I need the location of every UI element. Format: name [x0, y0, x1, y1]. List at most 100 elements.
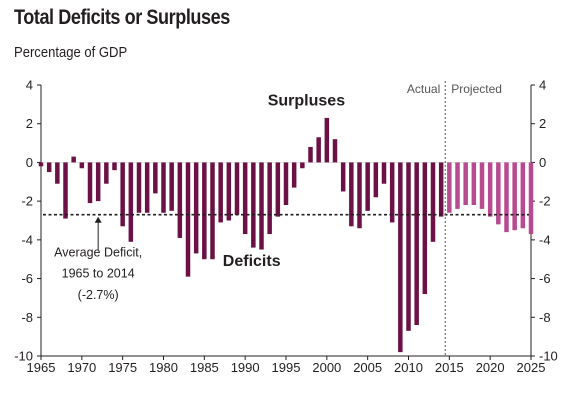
bar-2015	[447, 162, 452, 213]
projected-label: Projected	[451, 82, 502, 96]
bar-1997	[300, 162, 305, 169]
bar-1970	[79, 162, 85, 169]
bar-2017	[463, 162, 468, 206]
bar-2019	[479, 162, 485, 209]
bar-1986	[210, 162, 215, 260]
bar-1990	[242, 162, 248, 235]
x-tick-label: 1975	[108, 360, 137, 375]
x-tick-label: 2020	[476, 360, 505, 375]
bar-1983	[185, 162, 191, 277]
bar-1979	[153, 162, 158, 194]
bar-series	[38, 117, 534, 353]
average-label-line-3: (-2.7%)	[78, 288, 119, 302]
deficits-label: Deficits	[223, 253, 281, 270]
y-tick-label-right: 0	[539, 155, 546, 170]
bar-2024	[520, 162, 526, 229]
bar-2004	[357, 162, 362, 229]
axis-frame	[37, 84, 535, 360]
bar-2016	[455, 162, 460, 209]
x-tick-label: 2005	[353, 360, 382, 375]
y-tick-label-right: -4	[539, 232, 551, 247]
bar-2009	[398, 162, 403, 353]
bar-1994	[275, 162, 281, 217]
bar-2014	[438, 162, 444, 217]
y-tick-label-left: -10	[14, 349, 33, 364]
y-tick-label-right: -6	[539, 271, 551, 286]
bar-2011	[414, 162, 419, 326]
bar-2023	[512, 162, 517, 231]
bar-1978	[144, 162, 150, 213]
bar-1984	[193, 162, 199, 254]
x-tick-label: 1995	[272, 360, 301, 375]
bar-1995	[283, 162, 289, 206]
bar-1975	[120, 162, 125, 227]
y-tick-label-right: 4	[539, 78, 546, 93]
y-axis-label: Percentage of GDP	[14, 45, 128, 61]
bar-1999	[316, 137, 321, 163]
y-tick-label-left: -2	[21, 194, 33, 209]
bar-2010	[406, 162, 411, 331]
bar-1980	[161, 162, 166, 213]
bar-1965	[38, 162, 44, 167]
x-tick-label: 1970	[67, 360, 96, 375]
average-label-line-1: Average Deficit,	[54, 245, 142, 259]
bar-2002	[340, 162, 346, 192]
bar-2020	[487, 162, 493, 217]
actual-label: Actual	[407, 82, 440, 96]
average-pointer-arrow	[94, 216, 102, 223]
x-tick-label: 2000	[312, 360, 341, 375]
bar-1969	[71, 156, 76, 163]
bar-2018	[471, 162, 477, 206]
bar-1974	[112, 162, 117, 171]
bar-1976	[128, 162, 134, 242]
bar-2012	[422, 162, 428, 295]
bar-1973	[104, 162, 109, 184]
bar-1996	[291, 162, 297, 188]
bar-1993	[267, 162, 272, 235]
bar-1982	[177, 162, 183, 238]
x-tick-label: 2025	[517, 360, 546, 375]
y-tick-label-right: 2	[539, 116, 546, 131]
bar-1988	[226, 162, 232, 221]
bar-1998	[308, 146, 313, 163]
bar-1985	[202, 162, 207, 260]
bar-2007	[381, 162, 387, 184]
bar-2025	[528, 162, 534, 235]
bar-1966	[46, 162, 52, 173]
bar-1967	[55, 162, 60, 184]
y-tick-label-left: 0	[26, 155, 33, 170]
y-tick-label-left: -4	[21, 232, 33, 247]
bar-2021	[496, 162, 501, 225]
bar-2008	[389, 162, 395, 223]
bar-2006	[373, 162, 379, 198]
bar-1968	[63, 162, 68, 219]
y-tick-label-right: -2	[539, 194, 551, 209]
y-tick-label-left: -8	[21, 310, 33, 325]
y-tick-label-left: -6	[21, 271, 33, 286]
bar-1992	[259, 162, 264, 250]
bar-2022	[504, 162, 509, 233]
y-tick-label-right: -10	[539, 349, 558, 364]
x-tick-label: 1985	[190, 360, 219, 375]
bar-1987	[218, 162, 223, 223]
y-tick-label-left: 4	[26, 78, 33, 93]
average-label-line-2: 1965 to 2014	[62, 267, 135, 281]
bar-1977	[136, 162, 142, 213]
x-tick-label: 2015	[435, 360, 464, 375]
bar-2005	[365, 162, 370, 211]
bar-2003	[349, 162, 354, 227]
chart-title: Total Deficits or Surpluses	[14, 6, 230, 29]
x-tick-label: 1990	[231, 360, 260, 375]
bar-1991	[251, 162, 256, 248]
bar-1972	[95, 162, 101, 202]
y-tick-label-left: 2	[26, 116, 33, 131]
x-tick-label: 1980	[149, 360, 178, 375]
bar-1989	[234, 162, 240, 215]
bar-2000	[324, 117, 330, 163]
y-tick-label-right: -8	[539, 310, 551, 325]
bar-1971	[87, 162, 93, 204]
bar-2013	[430, 162, 436, 242]
bar-2001	[332, 139, 338, 163]
bar-1981	[169, 162, 174, 211]
